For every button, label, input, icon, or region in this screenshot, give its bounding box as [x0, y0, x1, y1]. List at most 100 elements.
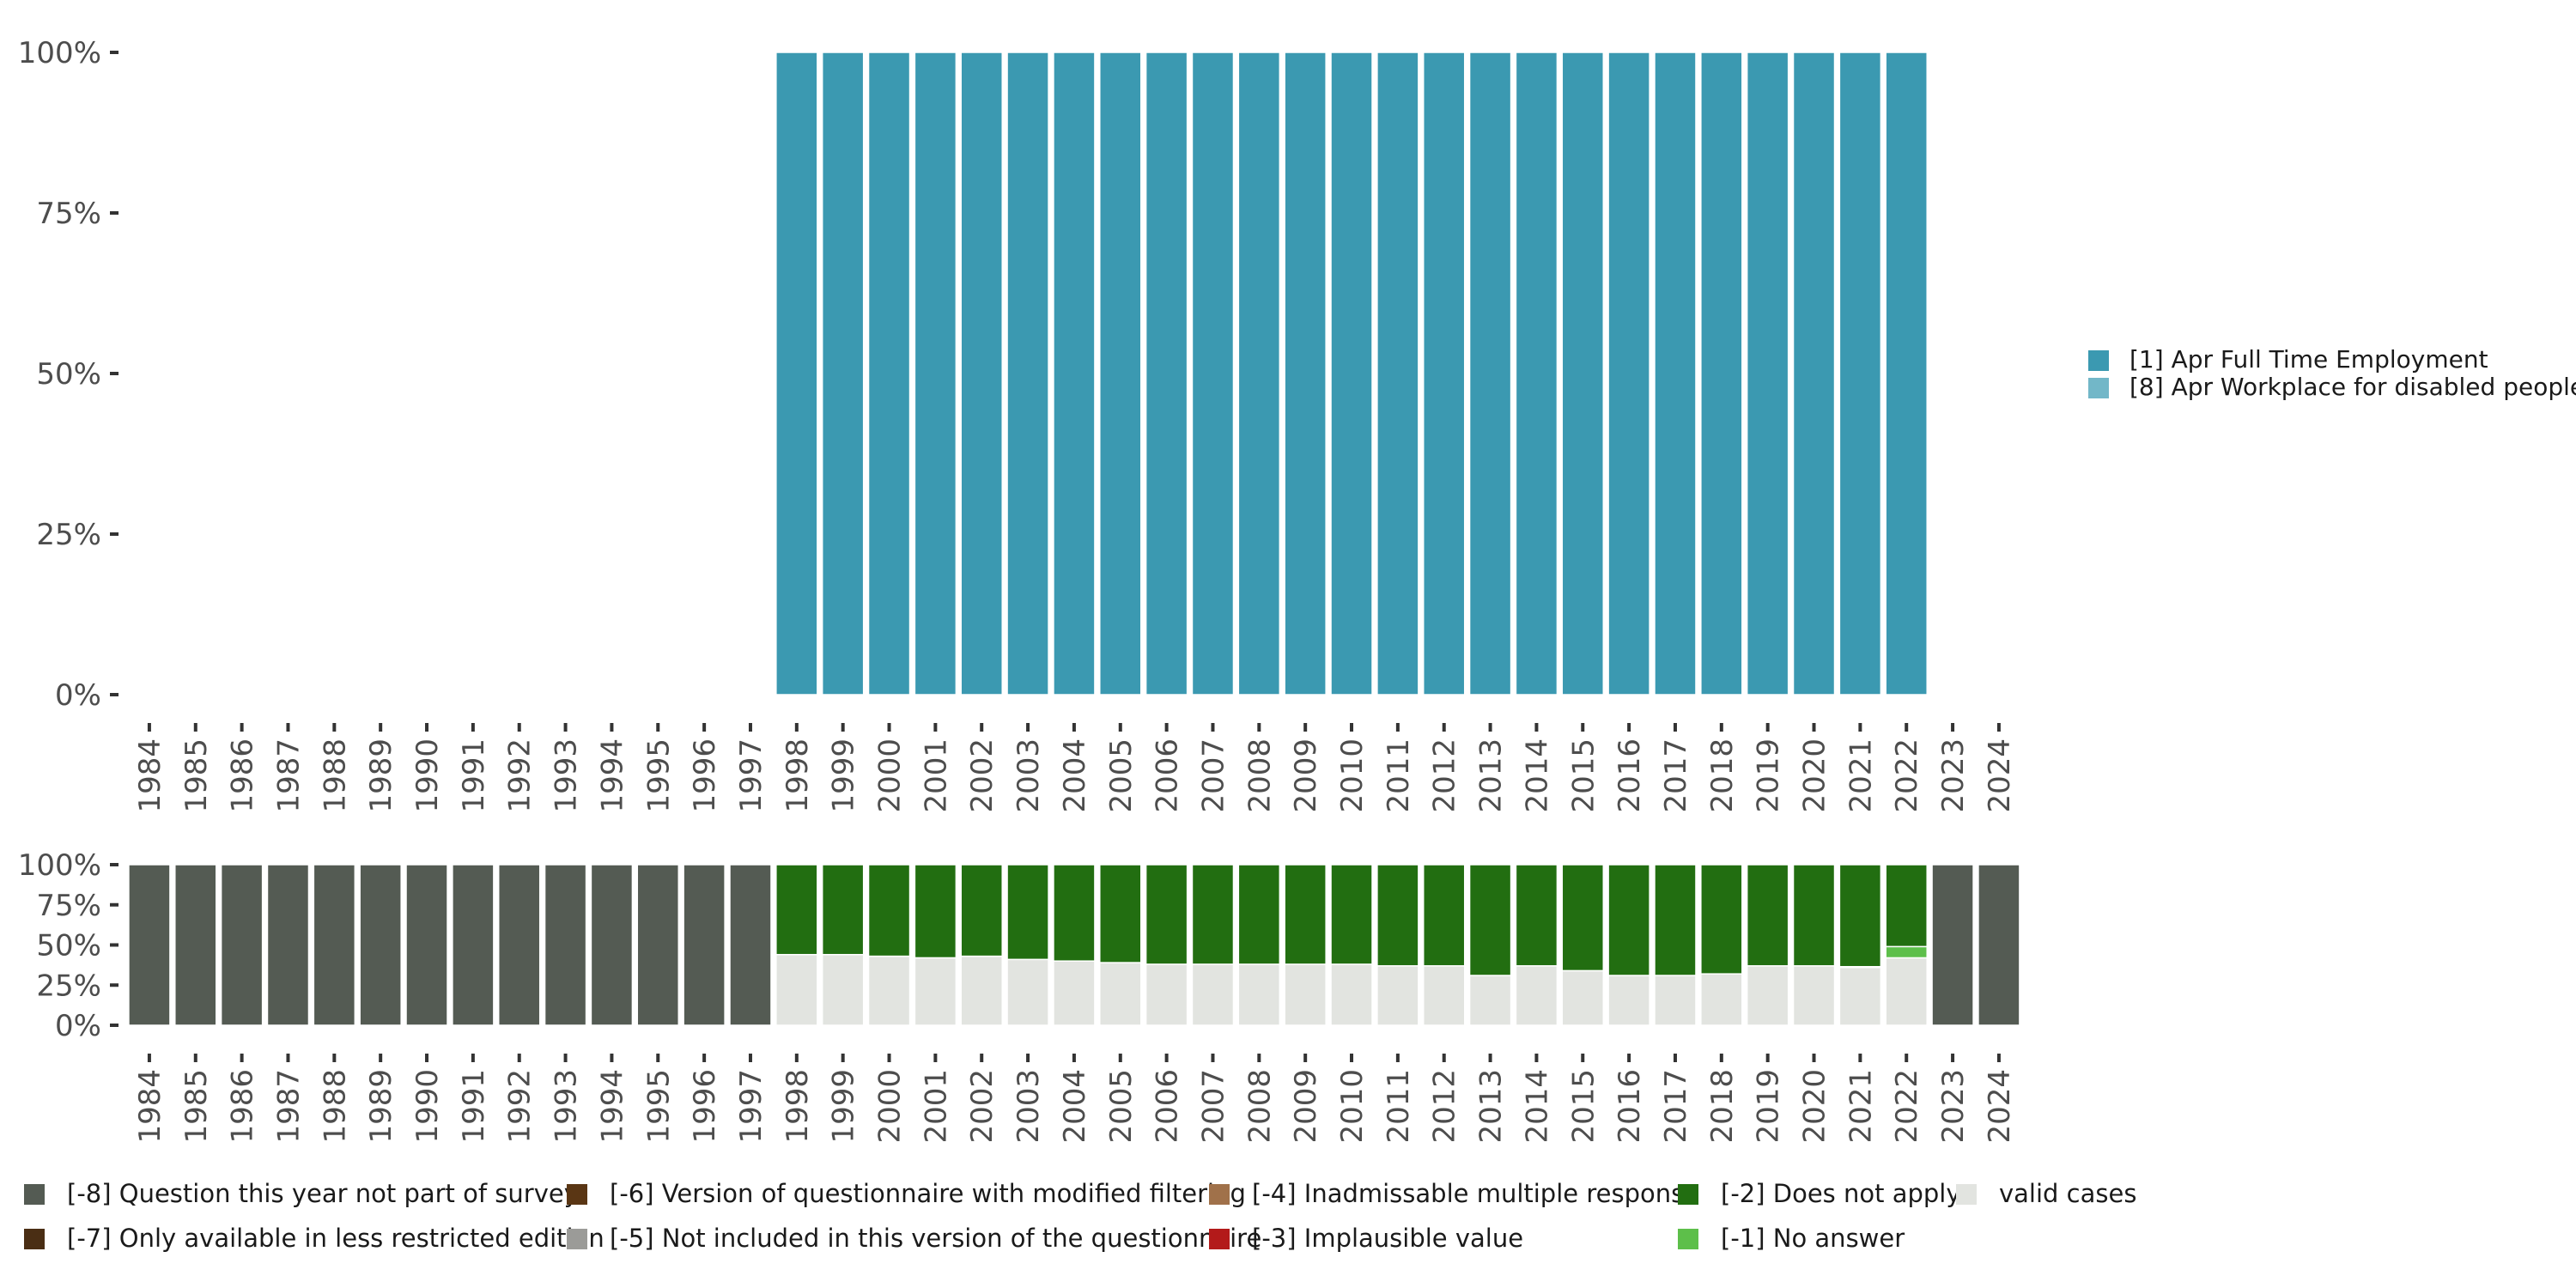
x-tick-label: 2014	[1520, 1069, 1554, 1144]
bar-valid-cases-2011	[1376, 965, 1419, 1026]
bar-valid-cases-2004	[1053, 960, 1096, 1026]
x-tick-label: 2021	[1844, 738, 1878, 813]
legend-key-5-not-included-in-this-version-of-the-questionnaire	[567, 1229, 587, 1249]
bar-valid-cases-2003	[1006, 958, 1049, 1026]
bar-2-does-not-apply-2001	[914, 864, 957, 959]
x-tick-label: 1995	[641, 1069, 676, 1144]
x-tick-label: 1993	[550, 738, 584, 813]
legend-key-1-no-answer	[1678, 1229, 1698, 1249]
legend-label: [-3] Implausible value	[1252, 1224, 1523, 1253]
legend-key-3-implausible-value	[1209, 1229, 1230, 1249]
x-tick-label: 2017	[1659, 1069, 1693, 1144]
legend-label: [-7] Only available in less restricted e…	[67, 1224, 605, 1253]
y-tick-label: 25%	[36, 969, 101, 1003]
bar-1-apr-full-time-employment-2020	[1792, 52, 1836, 696]
bar-2-does-not-apply-2002	[960, 864, 1003, 957]
legend-key-2-does-not-apply	[1678, 1184, 1698, 1205]
bar-valid-cases-2001	[914, 957, 957, 1026]
bar-1-apr-full-time-employment-2005	[1099, 52, 1142, 696]
y-tick-label: 0%	[55, 1009, 101, 1043]
bar-valid-cases-2006	[1145, 963, 1188, 1026]
x-tick-label: 2011	[1382, 1069, 1416, 1144]
bar-1-apr-full-time-employment-2021	[1838, 52, 1882, 696]
x-tick-label: 1998	[781, 738, 815, 813]
bar-8-question-this-year-not-part-of-survey-1989	[359, 864, 402, 1026]
x-tick-label: 2024	[1983, 738, 2017, 813]
legend-label: [1] Apr Full Time Employment	[2129, 345, 2488, 374]
x-tick-label: 1990	[410, 1069, 445, 1144]
bar-2-does-not-apply-2011	[1376, 864, 1419, 967]
bar-valid-cases-2007	[1191, 963, 1235, 1026]
y-tick-label: 50%	[36, 929, 101, 963]
x-tick-label: 1999	[827, 1069, 861, 1144]
bar-8-question-this-year-not-part-of-survey-1996	[683, 864, 726, 1026]
bar-2-does-not-apply-2007	[1191, 864, 1235, 965]
bar-valid-cases-2015	[1561, 969, 1605, 1026]
legend-key-valid-cases	[1956, 1184, 1977, 1205]
x-tick-label: 2018	[1705, 1069, 1740, 1144]
x-tick-label: 1987	[271, 738, 306, 813]
x-tick-label: 1988	[318, 738, 352, 813]
x-tick-label: 1984	[133, 738, 167, 813]
y-tick-label: 100%	[18, 36, 101, 70]
bar-2-does-not-apply-2008	[1237, 864, 1281, 965]
x-tick-label: 2013	[1474, 1069, 1509, 1144]
bar-2-does-not-apply-2000	[867, 864, 911, 957]
x-tick-label: 2008	[1242, 1069, 1277, 1144]
legend-key-8-question-this-year-not-part-of-survey	[24, 1184, 45, 1205]
bar-8-question-this-year-not-part-of-survey-2023	[1931, 864, 1974, 1026]
bar-1-apr-full-time-employment-2017	[1654, 52, 1697, 696]
bottom-chart-panel: 0% 25% 50% 75% 100% 1984 1985 1986 1987 1988 1989 1…	[18, 848, 2020, 1144]
x-tick-label: 1984	[133, 1069, 167, 1144]
x-tick-label: 2007	[1196, 738, 1230, 813]
bar-1-apr-full-time-employment-2007	[1191, 52, 1235, 696]
bar-1-apr-full-time-employment-2006	[1145, 52, 1188, 696]
x-tick-label: 2001	[919, 1069, 953, 1144]
bar-2-does-not-apply-2010	[1330, 864, 1373, 965]
bar-2-does-not-apply-2016	[1607, 864, 1650, 976]
x-tick-label: 1996	[688, 738, 722, 813]
x-tick-label: 1997	[734, 738, 769, 813]
x-tick-label: 2005	[1104, 1069, 1139, 1144]
x-tick-label: 1992	[503, 1069, 538, 1144]
x-tick-label: 2019	[1752, 1069, 1786, 1144]
x-tick-label: 2006	[1151, 1069, 1185, 1144]
x-tick-label: 2010	[1335, 738, 1370, 813]
x-tick-label: 2010	[1335, 1069, 1370, 1144]
x-tick-label: 2013	[1474, 738, 1509, 813]
x-tick-label: 2011	[1382, 738, 1416, 813]
y-tick-label: 75%	[36, 889, 101, 923]
bar-valid-cases-2008	[1237, 963, 1281, 1026]
bar-valid-cases-2013	[1468, 975, 1512, 1026]
bar-1-apr-full-time-employment-2013	[1468, 52, 1512, 696]
bar-8-question-this-year-not-part-of-survey-1995	[636, 864, 680, 1026]
bar-8-question-this-year-not-part-of-survey-1985	[174, 864, 217, 1026]
x-tick-label: 2015	[1566, 1069, 1601, 1144]
x-tick-label: 2007	[1196, 1069, 1230, 1144]
bar-valid-cases-1998	[775, 953, 818, 1026]
x-tick-label: 2020	[1798, 738, 1832, 813]
x-tick-label: 2002	[965, 1069, 999, 1144]
bar-2-does-not-apply-1998	[775, 864, 818, 956]
bar-2-does-not-apply-2009	[1284, 864, 1327, 965]
x-tick-label: 2012	[1428, 738, 1462, 813]
bar-8-question-this-year-not-part-of-survey-1990	[405, 864, 448, 1026]
bar-1-apr-full-time-employment-2014	[1515, 52, 1558, 696]
x-tick-label: 2003	[1012, 738, 1046, 813]
x-tick-label: 1998	[781, 1069, 815, 1144]
legend-key-7-only-available-in-less-restricted-edition	[24, 1229, 45, 1249]
x-tick-label: 1988	[318, 1069, 352, 1144]
bar-valid-cases-2019	[1746, 965, 1789, 1026]
bar-1-apr-full-time-employment-2008	[1237, 52, 1281, 696]
x-tick-label: 1992	[503, 738, 538, 813]
bar-valid-cases-1999	[821, 953, 865, 1026]
x-tick-label: 2003	[1012, 1069, 1046, 1144]
x-tick-label: 1985	[179, 1069, 214, 1144]
x-tick-label: 2023	[1936, 1069, 1971, 1144]
bar-8-question-this-year-not-part-of-survey-2024	[1978, 864, 2020, 1026]
x-tick-label: 2016	[1613, 1069, 1647, 1144]
legend-label: valid cases	[1999, 1179, 2136, 1208]
x-tick-label: 2015	[1566, 738, 1601, 813]
x-tick-label: 2000	[873, 738, 908, 813]
